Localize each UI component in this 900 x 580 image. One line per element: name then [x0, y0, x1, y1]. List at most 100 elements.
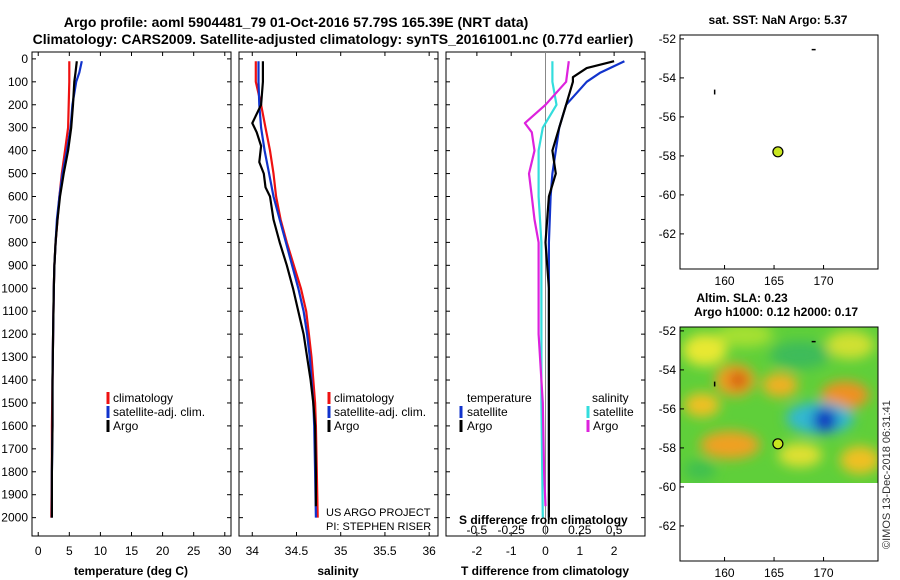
- x-tick-label: 35: [334, 544, 348, 558]
- lat-tick-label: -56: [659, 402, 677, 416]
- lat-tick-label: -60: [659, 188, 677, 202]
- salinity-diff-tick-label: 0.25: [568, 523, 592, 537]
- depth-tick-label: 1700: [1, 442, 28, 456]
- depth-tick-label: 600: [8, 190, 28, 204]
- depth-tick-label: 1400: [1, 373, 28, 387]
- depth-tick-label: 1500: [1, 396, 28, 410]
- sla-heatmap: [680, 327, 878, 483]
- x-tick-label: -1: [506, 544, 517, 558]
- x-tick-label: -2: [472, 544, 483, 558]
- salinity-diff-tick-label: 0.5: [606, 523, 623, 537]
- x-tick-label: 15: [125, 544, 139, 558]
- lat-tick-label: -62: [659, 227, 677, 241]
- depth-tick-label: 1300: [1, 350, 28, 364]
- depth-tick-label: 0: [21, 52, 28, 66]
- depth-tick-label: 1800: [1, 465, 28, 479]
- x-tick-label: 30: [218, 544, 232, 558]
- lon-tick-label: 160: [715, 566, 735, 580]
- legend-satellite-adj: satellite-adj. clim.: [113, 405, 205, 419]
- lon-tick-label: 170: [814, 274, 834, 288]
- lat-tick-label: -58: [659, 149, 677, 163]
- sst-map-title: sat. SST: NaN Argo: 5.37: [709, 13, 848, 27]
- legend-title-temperature: temperature: [467, 391, 532, 405]
- salinity-diff-tick-label: -0.5: [467, 523, 488, 537]
- x-tick-label: 34.5: [285, 544, 309, 558]
- series-temperature-argo: [544, 60, 615, 518]
- legend-argo: Argo: [113, 419, 139, 433]
- title-line-2: Climatology: CARS2009. Satellite-adjuste…: [33, 31, 634, 47]
- difference-xlabel: T difference from climatology: [461, 564, 629, 578]
- temperature-panel: [31, 51, 232, 537]
- credit-pi: PI: STEPHEN RISER: [326, 521, 431, 533]
- depth-tick-label: 800: [8, 235, 28, 249]
- x-tick-label: 20: [156, 544, 170, 558]
- depth-tick-label: 1600: [1, 419, 28, 433]
- series-satellite-adj-clim-: [257, 61, 317, 518]
- x-tick-label: 0: [35, 544, 42, 558]
- depth-tick-label: 2000: [1, 511, 28, 525]
- series-temperature-satellite: [547, 60, 625, 518]
- x-tick-label: 0: [542, 544, 549, 558]
- difference-legend-temperature: temperature satellite Argo: [459, 391, 532, 433]
- sla-map-title-2: Argo h1000: 0.12 h2000: 0.17: [694, 305, 858, 319]
- lat-tick-label: -54: [659, 71, 677, 85]
- imos-credit: ©IMOS 13-Dec-2018 06:31:41: [881, 400, 893, 549]
- lat-tick-label: -62: [659, 519, 677, 533]
- lat-tick-label: -60: [659, 480, 677, 494]
- series-argo: [50, 61, 78, 518]
- difference-legend-salinity: salinity satellite Argo: [586, 391, 634, 433]
- legend-sal-argo: Argo: [593, 419, 619, 433]
- legend-satellite-adj: satellite-adj. clim.: [334, 405, 426, 419]
- argo-position-marker: [772, 146, 784, 158]
- depth-tick-label: 700: [8, 212, 28, 226]
- depth-tick-label: 100: [8, 75, 28, 89]
- x-tick-label: 25: [187, 544, 201, 558]
- salinity-chart: 34 34.5 35 35.5 36: [239, 52, 438, 558]
- lon-tick-label: 165: [764, 274, 784, 288]
- depth-tick-label: 300: [8, 121, 28, 135]
- lat-tick-label: -52: [659, 32, 677, 46]
- legend-temp-argo: Argo: [467, 419, 493, 433]
- lon-tick-label: 170: [814, 566, 834, 580]
- temperature-chart: 0100200300400500600700800900100011001200…: [1, 52, 231, 558]
- temperature-xlabel: temperature (deg C): [74, 564, 188, 578]
- depth-tick-label: 900: [8, 258, 28, 272]
- credit-project: US ARGO PROJECT: [326, 507, 431, 519]
- series-climatology: [254, 61, 319, 518]
- legend-sal-satellite: satellite: [593, 405, 634, 419]
- sla-map: -52 -54 -56 -58 -60 -62 160 165 170: [659, 324, 834, 580]
- sla-map-title-1: Altim. SLA: 0.23: [696, 291, 788, 305]
- salinity-diff-tick-label: -0.25: [498, 523, 526, 537]
- depth-tick-label: 400: [8, 144, 28, 158]
- depth-tick-label: 500: [8, 167, 28, 181]
- lon-tick-label: 160: [715, 274, 735, 288]
- x-tick-label: 35.5: [373, 544, 397, 558]
- x-tick-label: 5: [66, 544, 73, 558]
- x-tick-label: 2: [611, 544, 618, 558]
- depth-tick-label: 1000: [1, 281, 28, 295]
- x-tick-label: 1: [576, 544, 583, 558]
- salinity-legend: climatology satellite-adj. clim. Argo: [327, 391, 426, 433]
- series-salinity-argo: [523, 61, 570, 507]
- lon-tick-label: 165: [764, 566, 784, 580]
- x-tick-label: 36: [422, 544, 436, 558]
- series-argo: [251, 61, 317, 507]
- lat-tick-label: -54: [659, 363, 677, 377]
- legend-temp-satellite: satellite: [467, 405, 508, 419]
- sla-map-frame: [679, 326, 879, 562]
- legend-climatology: climatology: [113, 391, 173, 405]
- salinity-xlabel: salinity: [317, 564, 359, 578]
- title-line-1: Argo profile: aoml 5904481_79 01-Oct-201…: [64, 14, 529, 30]
- depth-tick-label: 1200: [1, 327, 28, 341]
- argo-position-marker: [772, 438, 784, 450]
- lat-tick-label: -52: [659, 324, 677, 338]
- depth-tick-label: 200: [8, 98, 28, 112]
- legend-title-salinity: salinity: [592, 391, 629, 405]
- difference-top-label: S difference from climatology: [459, 513, 628, 527]
- lat-tick-label: -58: [659, 441, 677, 455]
- legend-climatology: climatology: [334, 391, 394, 405]
- sst-map: -52 -54 -56 -58 -60 -62 160 165 170: [659, 32, 834, 288]
- x-tick-label: 34: [246, 544, 260, 558]
